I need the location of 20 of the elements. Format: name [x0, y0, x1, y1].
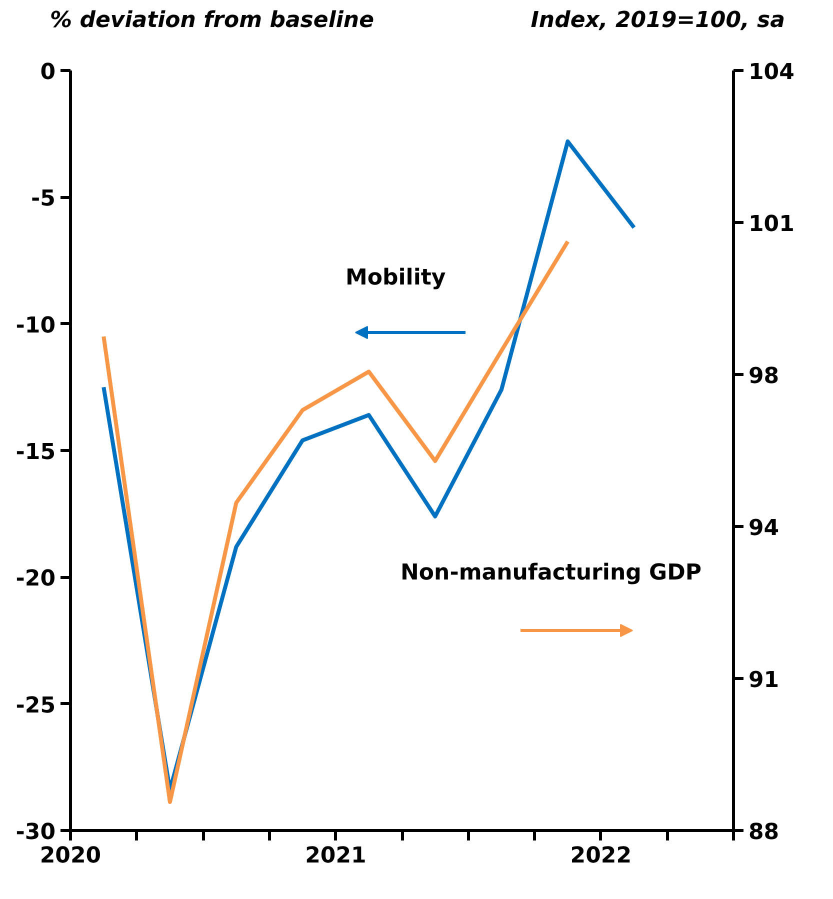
annotation: Mobility [346, 266, 446, 290]
y2-axis-title: Index, 2019=100, sa [530, 7, 785, 35]
x-tick-label: 2020 [40, 844, 102, 868]
x-tick-label: 2021 [305, 844, 366, 868]
y2-tick-label: 91 [748, 668, 780, 693]
x-tick-label: 2022 [570, 844, 632, 868]
y2-tick-label: 98 [748, 364, 780, 389]
y2-tick-label: 94 [748, 516, 780, 541]
y2-tick-label: 104 [748, 60, 794, 85]
y2-tick-label: 101 [748, 212, 794, 237]
y-tick-label: 0 [40, 60, 56, 85]
y-tick-label: -10 [16, 313, 56, 338]
y-tick-label: -15 [16, 440, 56, 465]
y-tick-label: -25 [16, 693, 56, 718]
y-tick-label: -5 [31, 186, 56, 212]
y-tick-label: -30 [16, 820, 56, 845]
y2-tick-label: 88 [748, 820, 780, 845]
y-tick-label: -20 [16, 566, 56, 592]
y-axis-title: % deviation from baseline [49, 7, 374, 35]
annotation: Non-manufacturing GDP [400, 560, 702, 586]
